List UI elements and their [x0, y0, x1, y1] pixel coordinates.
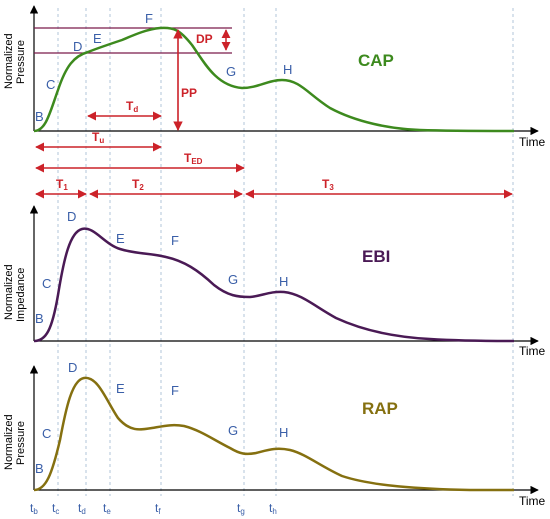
- rap-xlabel: Time: [519, 494, 546, 508]
- cap-ylabel-line1: Normalized: [3, 33, 15, 89]
- cap-xlabel: Time: [519, 135, 546, 149]
- tick-th: th: [269, 501, 277, 516]
- tu-label: Tu: [92, 130, 104, 145]
- cap-point-f: F: [145, 11, 153, 26]
- ebi-ylabel-line2: Impedance: [15, 268, 27, 322]
- ebi-point-c: C: [42, 276, 51, 291]
- cap-title: CAP: [358, 51, 394, 70]
- dp-label: DP: [196, 32, 213, 46]
- cap-point-c: C: [46, 77, 55, 92]
- cap-panel: Normalized Pressure Time DP PP Td Tu TED…: [3, 5, 546, 199]
- ebi-ylabel-line1: Normalized: [3, 264, 15, 320]
- cap-point-h: H: [283, 62, 292, 77]
- t2-label: T2: [132, 177, 144, 192]
- ebi-point-g: G: [228, 272, 238, 287]
- rap-point-b: B: [35, 461, 44, 476]
- pp-label: PP: [181, 86, 197, 100]
- tick-td: td: [78, 501, 86, 516]
- rap-point-d: D: [68, 360, 77, 375]
- ebi-xlabel: Time: [519, 344, 546, 358]
- cap-waveform: [33, 26, 515, 133]
- tick-tc: tc: [52, 501, 59, 516]
- rap-panel: Normalized Pressure Time B C D E F G H R…: [3, 360, 546, 508]
- ebi-point-f: F: [171, 233, 179, 248]
- rap-waveform: [33, 376, 514, 492]
- cap-point-g: G: [226, 64, 236, 79]
- ebi-point-h: H: [279, 274, 288, 289]
- time-tick-labels: tb tc td te tf tg th: [30, 501, 277, 516]
- ebi-panel: Normalized Impedance Time B C D E F G H …: [3, 205, 546, 358]
- tick-te: te: [103, 501, 111, 516]
- rap-point-c: C: [42, 426, 51, 441]
- rap-point-f: F: [171, 383, 179, 398]
- rap-ylabel-line2: Pressure: [15, 421, 27, 465]
- cap-point-d: D: [73, 39, 82, 54]
- cap-ylabel-line2: Pressure: [15, 40, 27, 84]
- t3-label: T3: [322, 177, 334, 192]
- rap-point-h: H: [279, 425, 288, 440]
- rap-title: RAP: [362, 399, 398, 418]
- rap-point-e: E: [116, 381, 125, 396]
- cap-point-e: E: [93, 31, 102, 46]
- cap-point-b: B: [35, 109, 44, 124]
- ebi-point-b: B: [35, 311, 44, 326]
- ebi-point-d: D: [67, 209, 76, 224]
- rap-point-g: G: [228, 423, 238, 438]
- ted-label: TED: [184, 151, 203, 166]
- rap-ylabel-line1: Normalized: [3, 414, 15, 470]
- ebi-point-e: E: [116, 231, 125, 246]
- t1-label: T1: [56, 177, 68, 192]
- ebi-waveform: [33, 227, 515, 343]
- td-label: Td: [126, 99, 138, 114]
- ebi-title: EBI: [362, 247, 390, 266]
- tick-tb: tb: [30, 501, 38, 516]
- tick-tf: tf: [155, 501, 161, 516]
- tick-tg: tg: [237, 501, 245, 516]
